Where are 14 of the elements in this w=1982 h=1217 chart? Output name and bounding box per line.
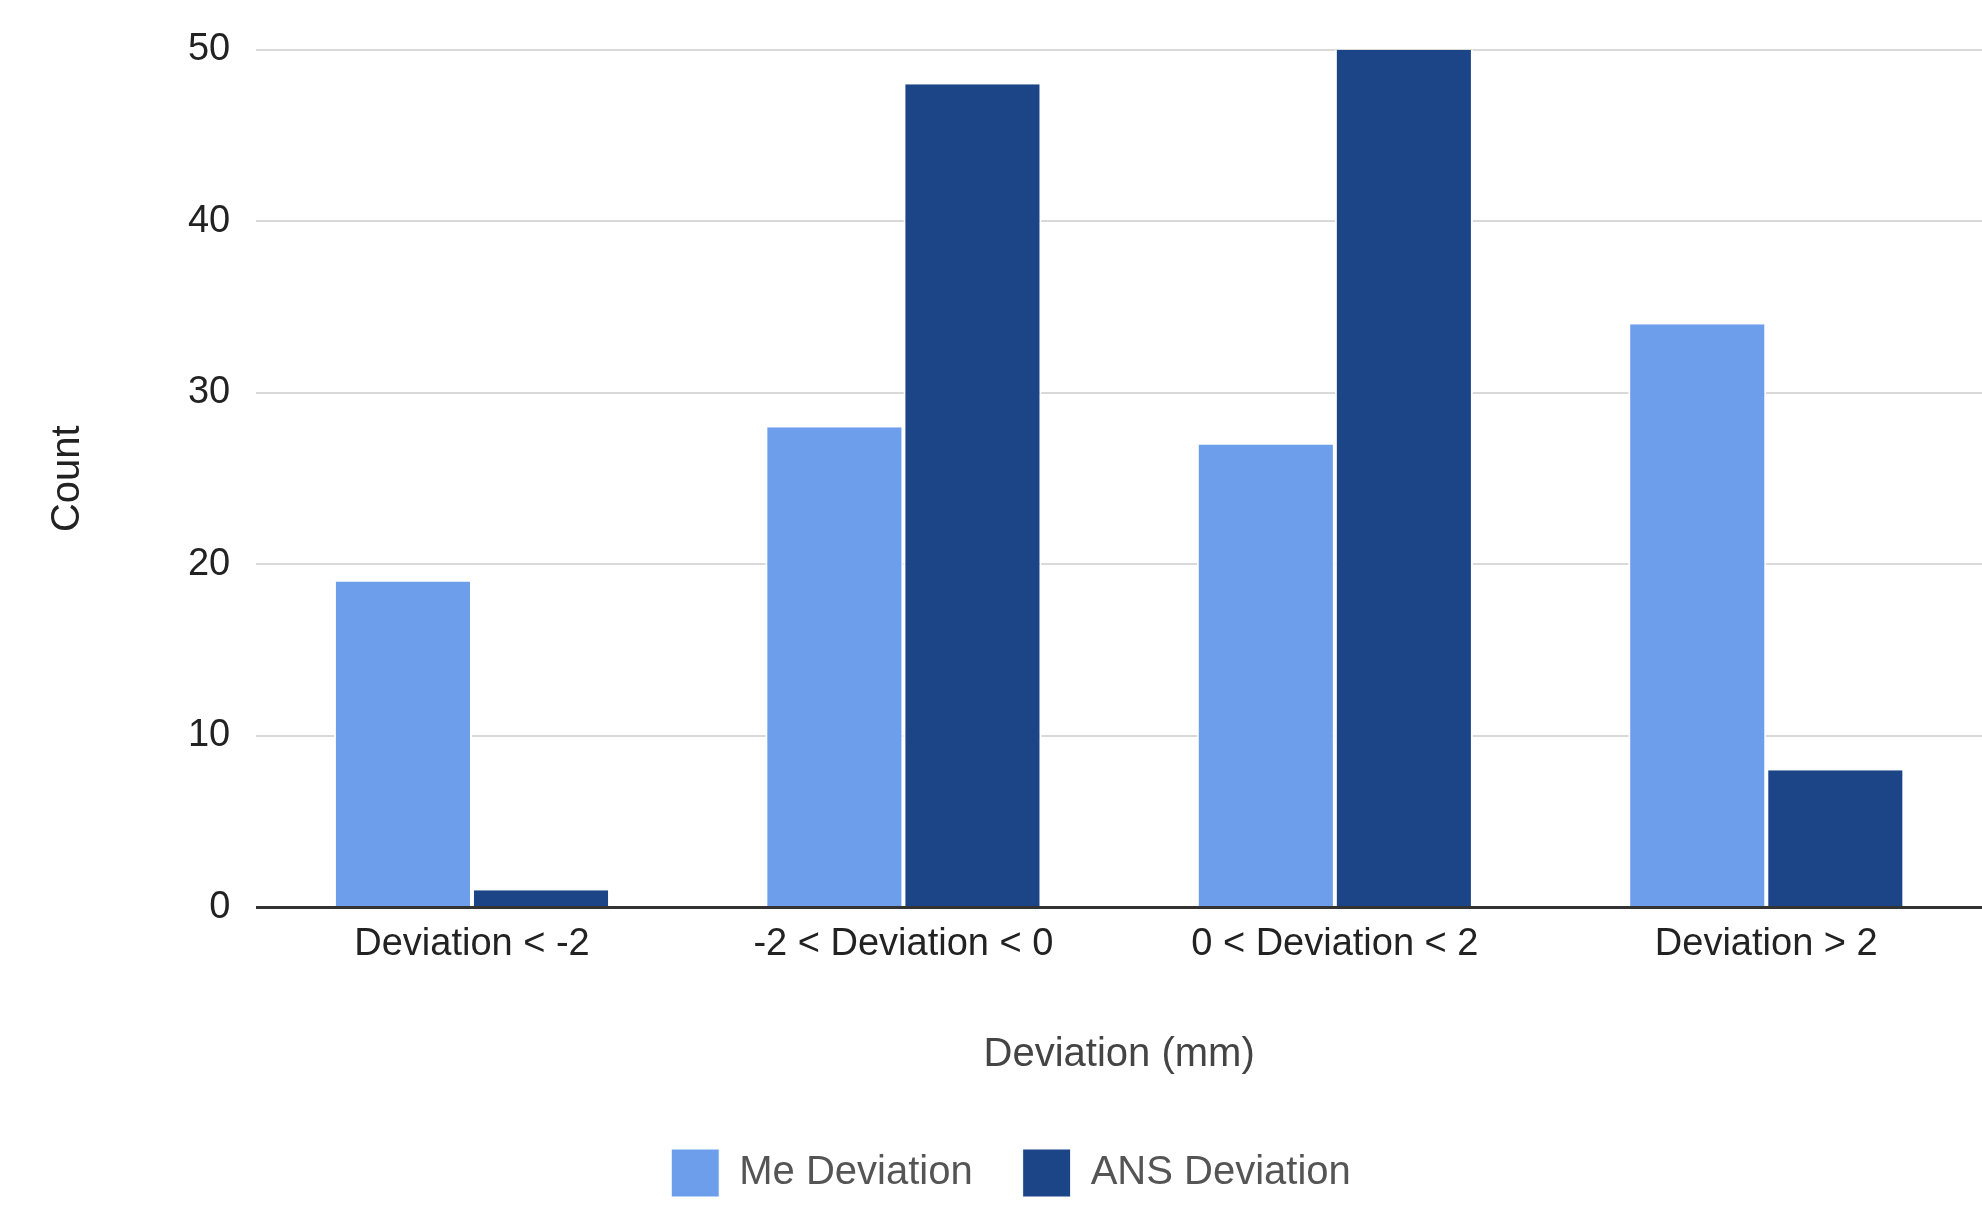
y-tick-label: 30 (187, 369, 231, 412)
y-tick-label: 10 (187, 712, 231, 755)
y-tick-label: 50 (187, 26, 231, 69)
y-tick-label: 20 (187, 540, 231, 583)
y-tick-label: 40 (187, 197, 231, 240)
x-tick-label: 0 < Deviation < 2 (1191, 920, 1479, 963)
legend-label: Me Deviation (739, 1148, 973, 1193)
x-tick-label: Deviation > 2 (1654, 920, 1878, 963)
x-tick-label: Deviation < -2 (354, 920, 590, 963)
legend-label: ANS Deviation (1090, 1148, 1351, 1193)
y-tick-label: 0 (209, 883, 231, 926)
y-axis-title: Count (43, 425, 88, 533)
x-axis-title: Deviation (mm) (983, 1030, 1255, 1075)
x-tick-label: -2 < Deviation < 0 (753, 920, 1054, 963)
